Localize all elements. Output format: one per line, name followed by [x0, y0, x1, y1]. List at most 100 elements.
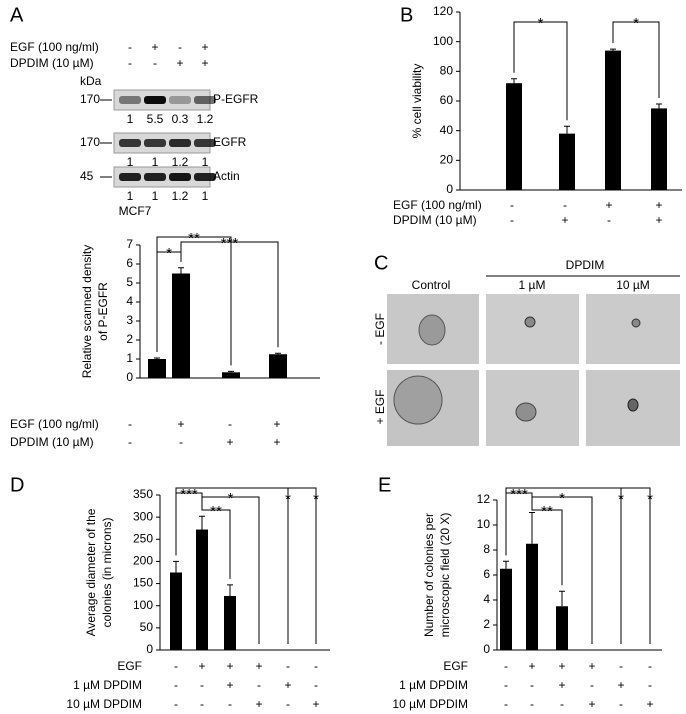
y-tick-label: 2: [483, 617, 490, 631]
significance-bracket: [612, 21, 660, 98]
treatment-sign: +: [646, 697, 653, 711]
y-tick-label: 6: [126, 256, 133, 270]
y-axis-label: colonies (in microns): [100, 517, 114, 627]
blot-band: [144, 139, 166, 147]
treatment-sign: +: [226, 678, 233, 692]
density-label: 1: [152, 189, 159, 203]
blot-band: [119, 96, 141, 104]
treatment-sign: +: [528, 659, 535, 673]
significance-label: ***: [221, 235, 239, 252]
significance-label: *: [633, 15, 639, 32]
error-bar: [178, 267, 184, 274]
y-tick-label: 250: [133, 531, 153, 545]
treatment-sign: -: [619, 697, 623, 711]
error-bar: [228, 370, 234, 373]
significance-label: *: [228, 490, 234, 507]
density-label: 1.2: [172, 189, 189, 203]
significance-label: *: [538, 15, 544, 32]
y-tick-label: 4: [126, 294, 133, 308]
treatment-sign: +: [655, 213, 662, 227]
y-tick-label: 100: [433, 34, 453, 48]
treatment-sign: -: [153, 56, 157, 70]
significance-bracket: [201, 496, 260, 644]
treatment-sign: -: [174, 659, 178, 673]
treatment-label: EGF (100 ng/ml): [393, 198, 482, 212]
y-tick-label: 0: [126, 370, 133, 384]
treatment-sign: -: [179, 435, 183, 449]
significance-bracket: [513, 21, 568, 121]
treatment-sign: -: [504, 659, 508, 673]
y-tick-label: 4: [483, 592, 490, 606]
y-tick-label: 200: [133, 554, 153, 568]
panel-letter: B: [400, 4, 413, 26]
treatment-sign: +: [226, 659, 233, 673]
significance-bracket: [505, 487, 651, 644]
error-bar: [199, 515, 205, 530]
error-bar: [154, 357, 160, 359]
blot-band: [194, 139, 216, 147]
row-label: - EGF: [373, 313, 387, 345]
y-tick-label: 350: [133, 487, 153, 501]
y-tick-label: 300: [133, 509, 153, 523]
panel-letter: C: [374, 252, 388, 274]
protein-label: P-EGFR: [213, 92, 259, 106]
column-label: Control: [412, 278, 451, 292]
y-axis-label: microscopic field (20 X): [438, 513, 452, 638]
y-axis-label: % cell viability: [410, 64, 424, 139]
significance-label: *: [166, 245, 172, 262]
blot-band: [119, 139, 141, 147]
treatment-sign: +: [273, 417, 280, 431]
treatment-sign: -: [314, 659, 318, 673]
density-label: 1: [127, 112, 134, 126]
treatment-label: EGF: [443, 659, 468, 673]
treatment-sign: -: [560, 697, 564, 711]
treatment-sign: +: [561, 213, 568, 227]
error-bar: [529, 512, 535, 544]
micrograph: [486, 294, 579, 364]
y-axis-label: Number of colonies per: [422, 513, 436, 637]
bar: [172, 273, 190, 378]
bar: [605, 50, 621, 190]
density-label: 0.3: [172, 112, 189, 126]
y-tick-label: 10: [477, 517, 491, 531]
bar: [500, 568, 512, 650]
y-tick-label: 6: [483, 567, 490, 581]
y-axis-label: of P-EGFR: [96, 282, 110, 341]
y-tick-label: 0: [146, 642, 153, 656]
significance-bracket: [175, 487, 317, 644]
treatment-sign: -: [510, 213, 514, 227]
colony: [627, 398, 639, 412]
bar: [559, 133, 575, 190]
significance-label: **: [541, 503, 553, 520]
y-tick-label: 5: [126, 275, 133, 289]
treatment-sign: +: [255, 659, 262, 673]
error-bar: [503, 560, 509, 569]
blot-band: [169, 173, 191, 181]
treatment-label: 1 µM DPDIM: [399, 678, 468, 692]
blot-band: [194, 96, 216, 104]
treatment-sign: -: [648, 659, 652, 673]
protein-label: Actin: [213, 169, 240, 183]
treatment-sign: -: [530, 697, 534, 711]
treatment-sign: -: [200, 678, 204, 692]
marker-label: 170: [80, 135, 100, 149]
treatment-sign: -: [174, 678, 178, 692]
treatment-sign: -: [228, 697, 232, 711]
treatment-sign: +: [558, 678, 565, 692]
bar: [506, 83, 522, 190]
y-tick-label: 150: [133, 576, 153, 590]
density-label: 5.5: [147, 112, 164, 126]
density-label: 1: [127, 155, 134, 169]
panel-letter: E: [378, 474, 391, 496]
treatment-sign: +: [177, 417, 184, 431]
y-tick-label: 20: [440, 153, 454, 167]
colony: [418, 314, 446, 346]
treatment-sign: -: [128, 56, 132, 70]
treatment-label: 10 µM DPDIM: [66, 697, 142, 711]
cell-line: MCF7: [119, 204, 152, 218]
treatment-sign: -: [174, 697, 178, 711]
treatment-label: DPDIM (10 µM): [10, 56, 94, 70]
treatment-sign: -: [257, 678, 261, 692]
error-bar: [227, 584, 233, 596]
